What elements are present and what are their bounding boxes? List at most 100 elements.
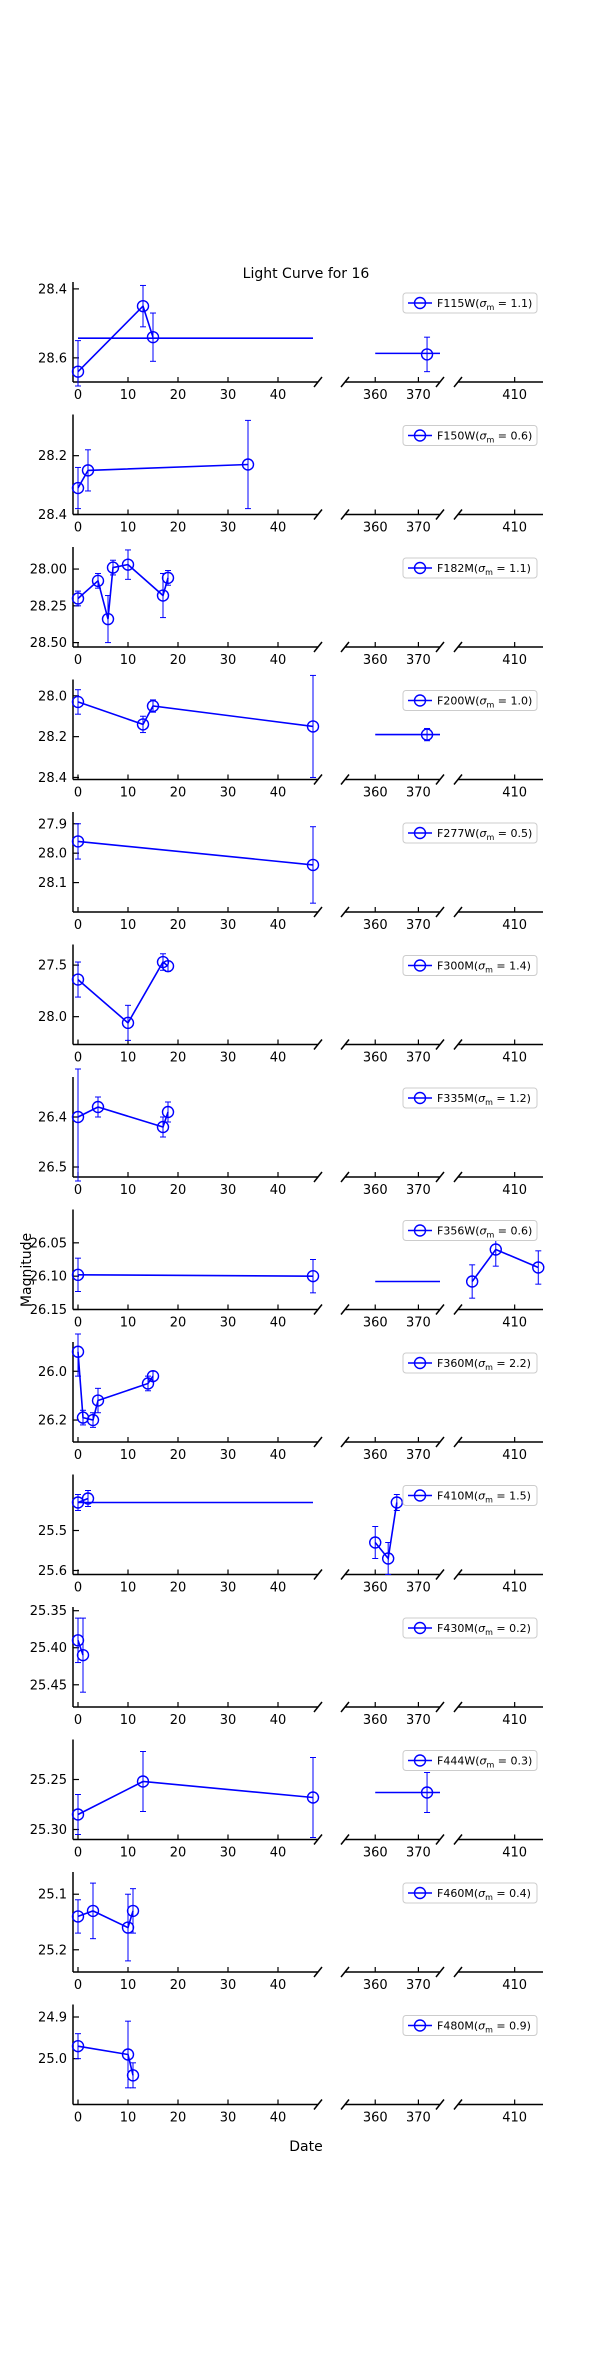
data-point	[86, 1413, 100, 1427]
data-point	[306, 720, 320, 733]
axis-break-mark	[435, 1834, 445, 1845]
y-tick-label: 28.0	[38, 847, 67, 862]
legend-marker	[413, 1621, 427, 1635]
series-line	[77, 1274, 314, 1277]
axis-break-mark	[313, 906, 323, 918]
data-point	[489, 1243, 502, 1256]
data-point	[71, 695, 85, 709]
legend-label: F182M(σm = 1.1)	[437, 562, 531, 577]
axis-break-mark	[453, 509, 463, 520]
axis-break-mark	[340, 1701, 350, 1713]
legend-marker	[413, 1224, 427, 1237]
legend-label: F115W(σm = 1.1)	[437, 297, 532, 312]
x-tick-label: 10	[120, 1448, 137, 1463]
x-tick-label: 10	[120, 388, 137, 403]
axis-break-mark	[340, 1966, 350, 1978]
legend-box	[402, 1352, 538, 1374]
x-tick-label: 0	[74, 2111, 82, 2126]
y-tick-label: 25.30	[30, 1823, 67, 1838]
legend-marker	[413, 959, 427, 972]
axis-break-mark	[340, 1436, 350, 1448]
legend-box	[402, 1485, 538, 1506]
axis-break-mark	[453, 376, 463, 388]
x-tick-label: 10	[120, 1581, 137, 1596]
x-tick-label: 40	[270, 1846, 287, 1861]
panel-f182m: 0 10 20 30 40 360 370 410 28.00 28.25 28.50 F182M(σ…	[30, 547, 543, 668]
data-point	[420, 348, 434, 361]
x-tick-label: 360	[363, 1846, 388, 1861]
x-tick-label: 360	[363, 1448, 388, 1463]
x-tick-label: 0	[74, 653, 82, 668]
axis-break-mark	[453, 641, 463, 653]
axis-break-mark	[340, 906, 350, 918]
y-tick-label: 26.2	[38, 1414, 67, 1429]
legend-marker	[413, 1886, 427, 1900]
x-tick-label: 360	[363, 918, 388, 933]
axis-break-mark	[435, 774, 445, 785]
y-tick-label: 26.15	[30, 1303, 67, 1318]
x-tick-label: 30	[220, 1316, 237, 1331]
data-point	[306, 1791, 320, 1804]
legend-box	[402, 955, 538, 976]
y-tick-label: 24.9	[38, 2011, 67, 2026]
x-tick-label: 40	[270, 521, 287, 536]
x-tick-label: 370	[406, 388, 431, 403]
x-tick-label: 10	[120, 1846, 137, 1861]
x-tick-label: 10	[120, 1978, 137, 1993]
axis-break-mark	[435, 1569, 445, 1580]
data-point	[86, 1904, 100, 1918]
y-tick-label: 25.5	[38, 1524, 67, 1539]
axis-break-mark	[340, 509, 350, 520]
axis-break-mark	[340, 1039, 350, 1050]
y-tick-label: 26.0	[38, 1365, 67, 1380]
legend-box	[402, 1220, 538, 1241]
axis-break-mark	[435, 641, 445, 653]
legend-marker	[413, 1489, 427, 1502]
x-tick-label: 370	[406, 1183, 431, 1198]
x-tick-label: 360	[363, 388, 388, 403]
axis-break-mark	[313, 1171, 323, 1183]
axis-break-mark	[435, 1966, 445, 1978]
data-point	[106, 561, 120, 574]
data-point	[161, 1105, 175, 1119]
x-tick-label: 10	[120, 1183, 137, 1198]
legend-box	[402, 425, 538, 446]
data-point	[420, 728, 434, 741]
panel-f430m: 0 10 20 30 40 360 370 410 25.35 25.40 25.45 F430M(σ…	[30, 1604, 543, 1728]
data-point	[532, 1261, 545, 1274]
x-tick-label: 370	[406, 1051, 431, 1066]
series-line	[77, 960, 169, 1025]
legend-label: F460M(σm = 0.4)	[437, 1887, 531, 1902]
data-point	[101, 612, 115, 626]
data-point	[71, 973, 85, 986]
x-tick-label: 40	[270, 1978, 287, 1993]
x-tick-label: 370	[406, 786, 431, 801]
axis-break-mark	[313, 1966, 323, 1978]
x-tick-label: 30	[220, 1978, 237, 1993]
data-point	[91, 574, 105, 588]
x-tick-label: 10	[120, 521, 137, 536]
x-tick-label: 40	[270, 1448, 287, 1463]
panel-f150w: 0 10 20 30 40 360 370 410 28.2 28.4 F150W(σm = 0.6…	[38, 414, 543, 536]
legend-label: F150W(σm = 0.6)	[437, 430, 532, 445]
x-tick-label: 20	[170, 786, 187, 801]
axis-break-mark	[453, 1171, 463, 1183]
axis-break-mark	[313, 1569, 323, 1580]
x-tick-label: 0	[74, 1448, 82, 1463]
x-tick-label: 30	[220, 1051, 237, 1066]
legend-box	[402, 1617, 538, 1639]
axis-break-mark	[453, 906, 463, 918]
axis-break-mark	[453, 2099, 463, 2110]
axis-break-mark	[435, 1039, 445, 1050]
y-tick-label: 28.4	[38, 771, 67, 786]
data-point	[71, 1268, 85, 1282]
data-point	[136, 299, 150, 313]
panel-f115w: 0 10 20 30 40 360 370 410 28.4 28.6 F115W(σm = 1.1…	[38, 282, 543, 403]
y-tick-label: 25.0	[38, 2052, 67, 2067]
data-point	[71, 481, 85, 495]
axis-break-mark	[453, 1304, 463, 1315]
legend-marker	[413, 2019, 427, 2032]
legend-marker	[413, 296, 427, 310]
x-tick-label: 410	[502, 521, 527, 536]
